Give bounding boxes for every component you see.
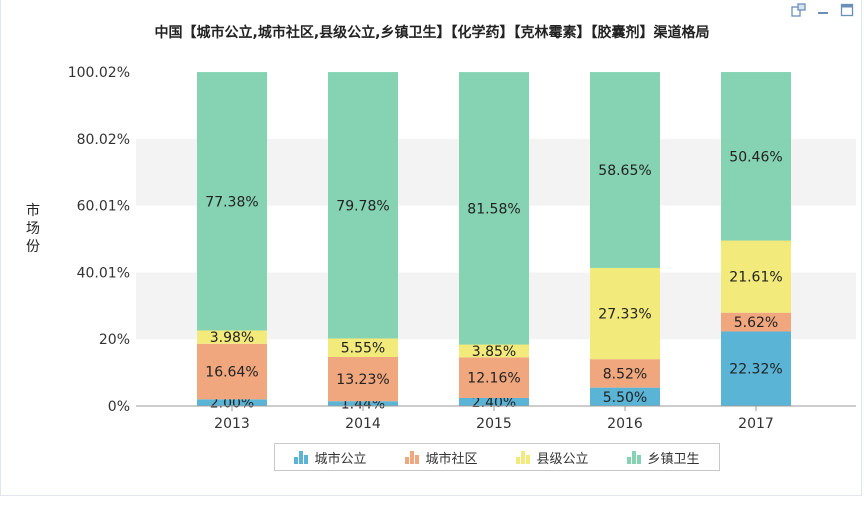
- legend-item[interactable]: 城市公立: [294, 448, 367, 467]
- data-label: 58.65%: [598, 163, 651, 179]
- chart-title: 中国【城市公立,城市社区,县级公立,乡镇卫生】【化学药】【克林霉素】【胶囊剂】渠…: [154, 25, 710, 41]
- bar-segment: [328, 338, 398, 358]
- y-axis-title: 场: [26, 221, 40, 237]
- legend-bar-icon: [405, 450, 420, 464]
- bar-segment: [590, 387, 660, 406]
- x-tick-label: 2015: [476, 416, 512, 432]
- bar-segment: [459, 344, 529, 358]
- stacked-bar-chart: 0% 20% 40.01% 60.01% 80.02% 100.02% 市场份 2.00% 16…: [26, 65, 856, 432]
- x-tick-label: 2014: [345, 416, 381, 432]
- legend-item[interactable]: 城市社区: [405, 448, 478, 467]
- maximize-icon[interactable]: [839, 2, 855, 18]
- data-label: 79.78%: [336, 198, 389, 214]
- data-label: 77.38%: [205, 194, 258, 210]
- bar-segment: [590, 72, 660, 268]
- bar-segment: [459, 72, 529, 345]
- data-label: 16.64%: [205, 365, 258, 381]
- bar-segment: [590, 267, 660, 360]
- bar-segment: [590, 359, 660, 388]
- bar-segment: [197, 399, 267, 406]
- data-label: 5.50%: [603, 390, 647, 406]
- legend-item[interactable]: 乡镇卫生: [627, 448, 700, 467]
- bar-segment: [197, 72, 267, 331]
- data-label: 2.40%: [472, 395, 516, 411]
- bar-segment: [721, 331, 791, 406]
- bar-segment: [328, 72, 398, 339]
- data-label: 27.33%: [598, 307, 651, 323]
- y-tick-label: 20%: [99, 332, 130, 348]
- legend-label: 县级公立: [536, 451, 589, 467]
- x-tick-label: 2013: [214, 416, 250, 432]
- bar-segment: [721, 72, 791, 241]
- data-label: 50.46%: [729, 149, 782, 165]
- legend-label: 乡镇卫生: [647, 451, 700, 467]
- y-axis-title: 市: [26, 202, 40, 219]
- bar-segment: [197, 330, 267, 344]
- y-tick-label: 60.01%: [77, 199, 130, 215]
- bar-segment: [328, 357, 398, 402]
- data-label: 8.52%: [603, 366, 647, 382]
- bar-segment: [459, 397, 529, 406]
- chart-legend: 城市公立 城市社区 县级公立 乡镇卫生: [274, 443, 720, 471]
- y-tick-label: 80.02%: [77, 132, 130, 148]
- data-label: 2.00%: [210, 396, 254, 412]
- bar-segment: [328, 401, 398, 406]
- y-tick-label: 0%: [108, 399, 130, 415]
- minimize-icon[interactable]: [815, 2, 831, 18]
- legend-label: 城市社区: [425, 451, 478, 467]
- data-label: 13.23%: [336, 372, 389, 388]
- y-tick-label: 100.02%: [68, 65, 130, 81]
- bar-segment: [721, 312, 791, 332]
- y-axis-title: 份: [26, 239, 40, 255]
- legend-label: 城市公立: [314, 451, 367, 467]
- x-tick-label: 2016: [607, 416, 643, 432]
- x-tick-label: 2017: [738, 416, 774, 432]
- y-tick-label: 40.01%: [77, 265, 130, 281]
- data-label: 22.32%: [729, 362, 782, 378]
- legend-bar-icon: [627, 450, 642, 464]
- chart-toolbar: [791, 2, 855, 18]
- data-label: 5.62%: [734, 315, 778, 331]
- data-label: 3.85%: [472, 344, 516, 360]
- export-icon[interactable]: [791, 2, 807, 18]
- legend-item[interactable]: 县级公立: [516, 448, 589, 467]
- data-label: 3.98%: [210, 330, 254, 346]
- data-label: 81.58%: [467, 201, 520, 217]
- bar-segment: [197, 343, 267, 400]
- bar-segment: [459, 357, 529, 398]
- data-label: 12.16%: [467, 371, 520, 387]
- legend-bar-icon: [516, 450, 531, 464]
- bar-segment: [721, 240, 791, 313]
- data-label: 5.55%: [341, 341, 385, 357]
- legend-bar-icon: [294, 450, 309, 464]
- data-label: 21.61%: [729, 270, 782, 286]
